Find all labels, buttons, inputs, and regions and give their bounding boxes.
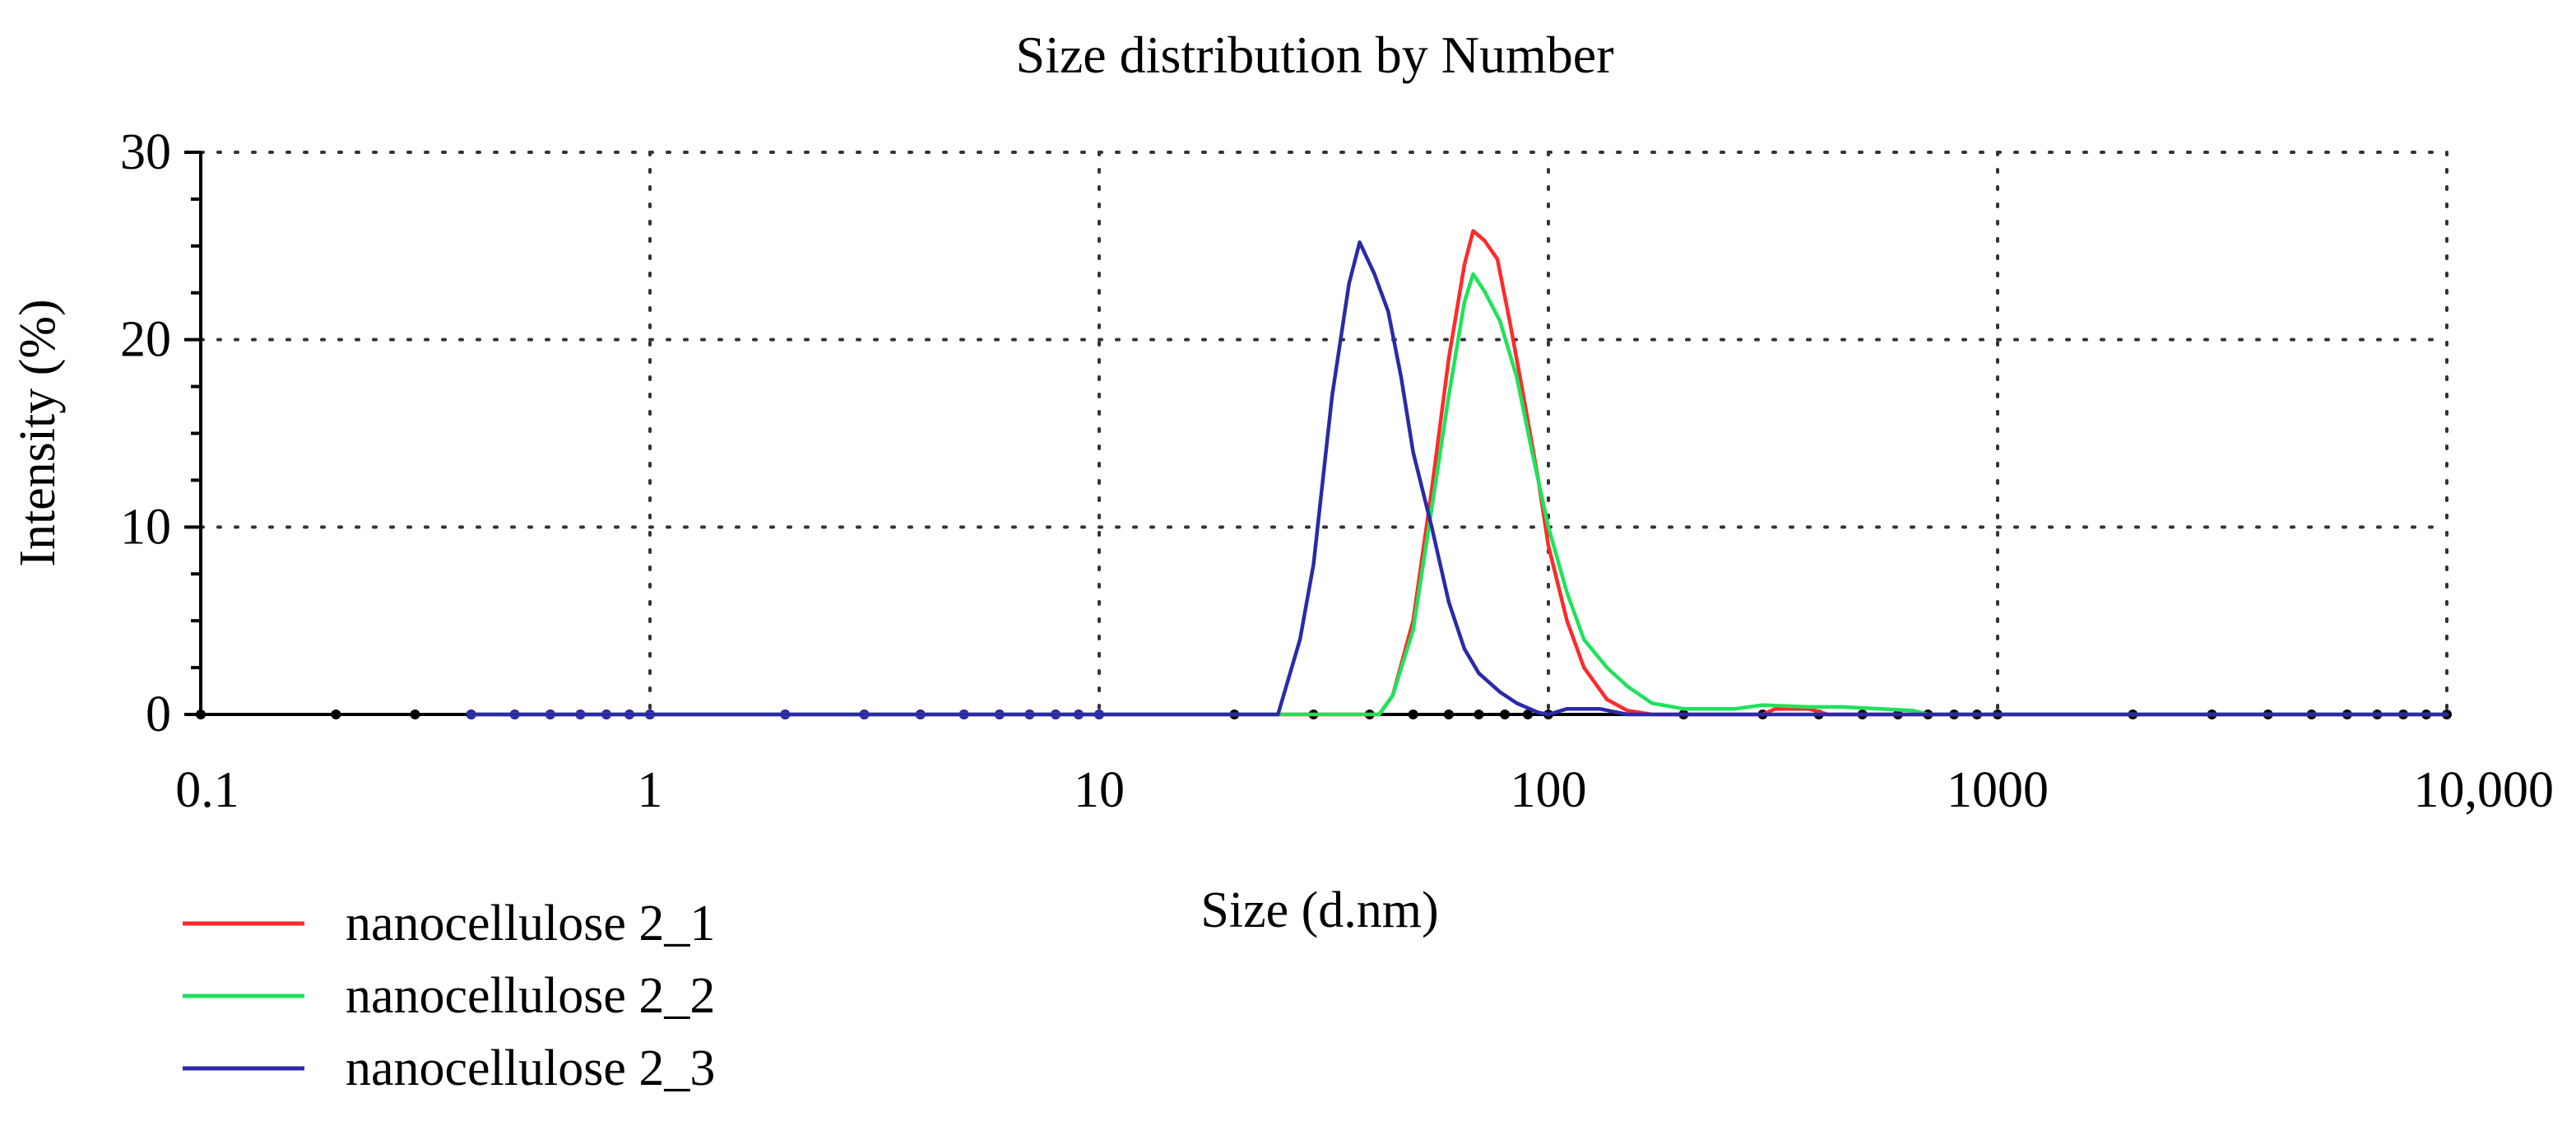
x-tick-label: 10,000 — [2414, 762, 2555, 818]
black-marker — [1443, 710, 1454, 719]
grid-lines — [199, 151, 2448, 716]
black-marker — [1474, 710, 1484, 719]
legend: nanocellulose 2_1 nanocellulose 2_2nanoce… — [183, 896, 715, 1096]
y-tick-labels: 0 10 20 30 — [120, 124, 171, 742]
x-tick-label: 1000 — [1947, 762, 2049, 818]
black-marker — [1408, 710, 1418, 719]
black-marker — [410, 710, 420, 719]
x-tick-label: 0.1 — [175, 762, 239, 818]
y-tick-label: 20 — [120, 312, 171, 368]
black-marker — [1523, 710, 1534, 719]
series-line-3 — [469, 240, 2449, 717]
x-tick-label: 100 — [1511, 762, 1587, 818]
x-axis-label: Size (d.nm) — [1200, 882, 1438, 938]
axes — [184, 151, 2447, 716]
legend-label-2: nanocellulose 2_2 — [346, 968, 715, 1024]
y-axis-label: Intensity (%) — [10, 299, 66, 566]
x-tick-labels: 0.1 1 10 100 1000 10,000 — [175, 762, 2554, 818]
black-marker — [331, 710, 341, 719]
y-tick-label: 0 — [146, 686, 171, 742]
y-tick-label: 10 — [120, 499, 171, 555]
chart-title: Size distribution by Number — [1015, 26, 1613, 84]
data-series — [469, 229, 2449, 717]
black-marker — [196, 710, 206, 719]
x-tick-label: 10 — [1074, 762, 1125, 818]
y-tick-label: 30 — [120, 124, 171, 180]
x-tick-label: 1 — [638, 762, 663, 818]
series-line-2 — [469, 272, 2449, 717]
black-marker — [1500, 710, 1511, 719]
legend-label-3: nanocellulose 2_3 — [346, 1040, 715, 1096]
series-line-1 — [469, 229, 2449, 717]
legend-label-1: nanocellulose 2_1 — [346, 896, 715, 952]
